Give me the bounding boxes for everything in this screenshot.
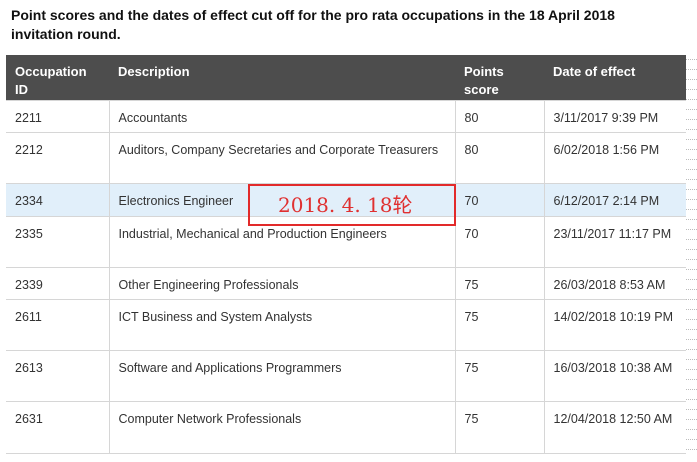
cell-date: 12/04/2018 12:50 AM xyxy=(543,400,686,454)
cell-occupation-id: 2631 xyxy=(6,400,110,454)
cell-date: 16/03/2018 10:38 AM xyxy=(543,349,686,402)
cell-description: Auditors, Company Secretaries and Corpor… xyxy=(108,131,456,184)
cell-description: Other Engineering Professionals xyxy=(108,266,456,300)
table-row: 2613 Software and Applications Programme… xyxy=(6,349,686,402)
cell-date: 14/02/2018 10:19 PM xyxy=(543,298,686,351)
table-row: 2611 ICT Business and System Analysts 75… xyxy=(6,298,686,351)
cell-points: 80 xyxy=(454,99,545,133)
cell-points: 70 xyxy=(454,215,545,268)
cell-date: 6/02/2018 1:56 PM xyxy=(543,131,686,184)
cell-date: 26/03/2018 8:53 AM xyxy=(543,266,686,300)
cell-points: 75 xyxy=(454,349,545,402)
table-row: 2339 Other Engineering Professionals 75 … xyxy=(6,266,686,300)
red-round-annotation: 2018. 4. 18轮 xyxy=(248,184,456,226)
cell-points: 80 xyxy=(454,131,545,184)
table-caption: Point scores and the dates of effect cut… xyxy=(11,7,615,42)
cell-occupation-id: 2613 xyxy=(6,349,110,402)
cell-points: 75 xyxy=(454,400,545,454)
header-description: Description xyxy=(109,55,455,100)
pro-rata-occupations-table: Occupation ID Description Points score D… xyxy=(6,55,686,454)
cell-date: 3/11/2017 9:39 PM xyxy=(543,99,686,133)
cell-occupation-id: 2334 xyxy=(6,182,110,217)
header-date-of-effect: Date of effect xyxy=(544,55,686,100)
cell-occupation-id: 2339 xyxy=(6,266,110,300)
cell-occupation-id: 2211 xyxy=(6,99,110,133)
cell-points: 75 xyxy=(454,266,545,300)
cell-points: 75 xyxy=(454,298,545,351)
cell-description: ICT Business and System Analysts xyxy=(108,298,456,351)
cell-description: Accountants xyxy=(108,99,456,133)
cell-date: 6/12/2017 2:14 PM xyxy=(543,182,686,217)
cell-date: 23/11/2017 11:17 PM xyxy=(543,215,686,268)
page-edge-scroll-indicator xyxy=(686,55,697,462)
header-occupation-id: Occupation ID xyxy=(6,55,109,100)
cell-occupation-id: 2212 xyxy=(6,131,110,184)
header-points-score: Points score xyxy=(455,55,544,100)
table-row: 2211 Accountants 80 3/11/2017 9:39 PM xyxy=(6,99,686,133)
table-row: 2631 Computer Network Professionals 75 1… xyxy=(6,400,686,454)
cell-description: Software and Applications Programmers xyxy=(108,349,456,402)
cell-points: 70 xyxy=(454,182,545,217)
cell-description: Computer Network Professionals xyxy=(108,400,456,454)
cell-occupation-id: 2335 xyxy=(6,215,110,268)
cell-occupation-id: 2611 xyxy=(6,298,110,351)
table-row: 2212 Auditors, Company Secretaries and C… xyxy=(6,131,686,184)
table-header-row: Occupation ID Description Points score D… xyxy=(6,55,686,100)
